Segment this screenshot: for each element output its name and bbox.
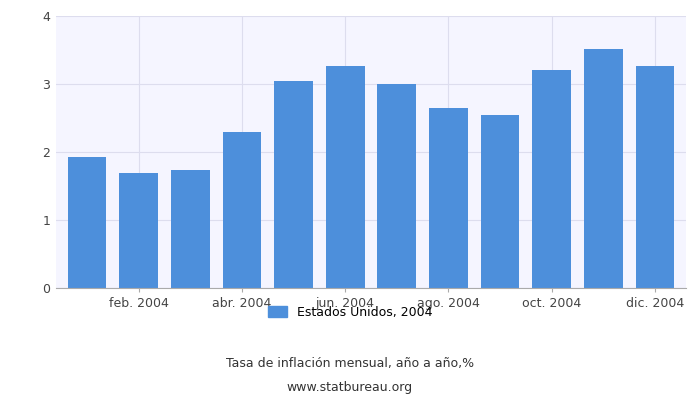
Bar — [429, 108, 468, 288]
Bar — [68, 157, 106, 288]
Bar — [584, 49, 623, 288]
Bar — [119, 173, 158, 288]
Bar — [533, 70, 571, 288]
Bar — [377, 84, 416, 288]
Text: Tasa de inflación mensual, año a año,%: Tasa de inflación mensual, año a año,% — [226, 358, 474, 370]
Bar — [171, 170, 209, 288]
Text: www.statbureau.org: www.statbureau.org — [287, 382, 413, 394]
Bar — [636, 66, 674, 288]
Bar — [223, 132, 261, 288]
Bar — [481, 115, 519, 288]
Bar — [274, 80, 313, 288]
Bar — [326, 66, 365, 288]
Legend: Estados Unidos, 2004: Estados Unidos, 2004 — [263, 301, 437, 324]
